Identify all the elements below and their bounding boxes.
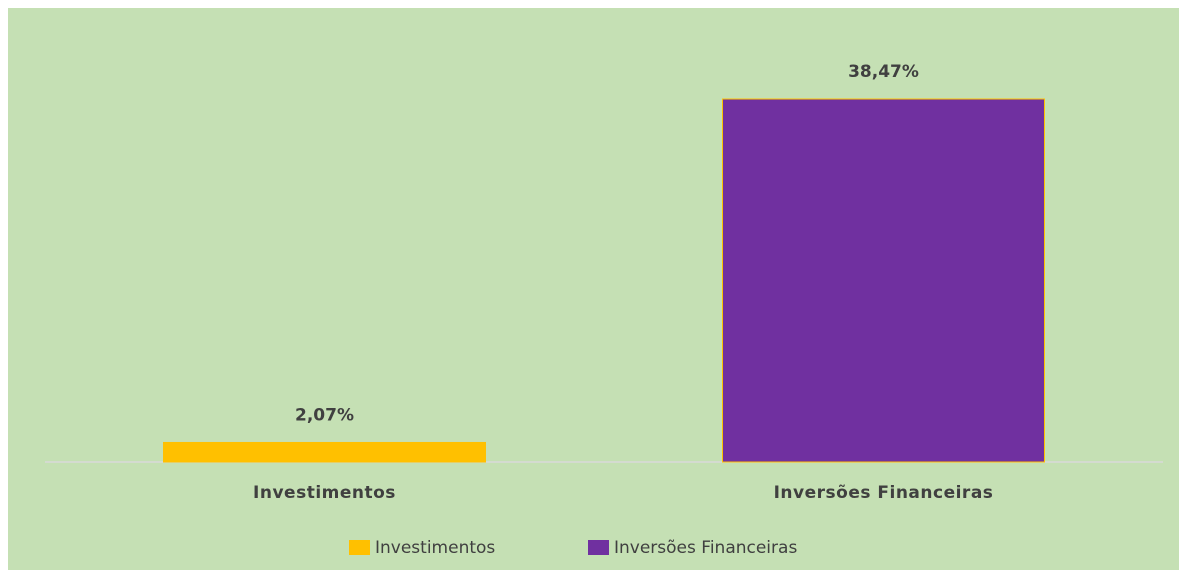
legend-swatch <box>588 540 609 555</box>
legend-label: Inversões Financeiras <box>614 538 797 558</box>
bar <box>722 98 1045 463</box>
bar <box>163 441 486 463</box>
x-tick-label: Inversões Financeiras <box>774 483 994 503</box>
data-label: 38,47% <box>848 62 919 82</box>
legend-label: Investimentos <box>375 538 495 558</box>
legend-swatch <box>349 540 370 555</box>
x-tick-label: Investimentos <box>253 483 396 503</box>
data-label: 2,07% <box>295 405 354 425</box>
